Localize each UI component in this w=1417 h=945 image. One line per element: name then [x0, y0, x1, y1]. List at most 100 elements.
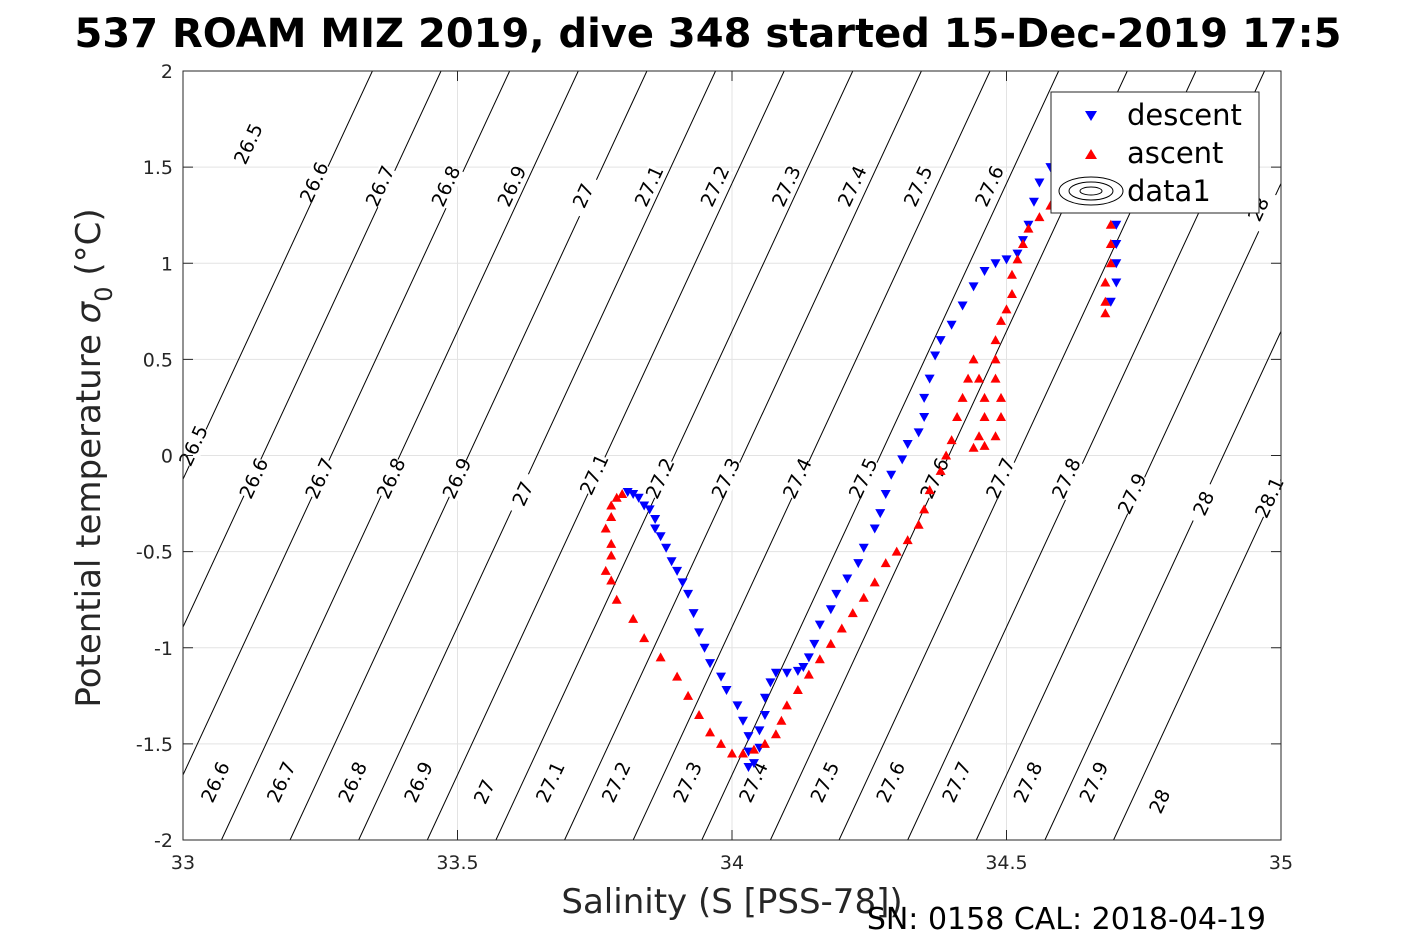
descent-point — [672, 566, 683, 576]
descent-point — [1034, 178, 1045, 188]
contour-label-background — [917, 456, 953, 501]
descent-point — [919, 393, 930, 403]
ascent-point — [1034, 212, 1045, 222]
descent-point — [842, 574, 853, 584]
ascent-point — [913, 519, 924, 529]
ascent-point — [716, 738, 727, 748]
ascent-point — [606, 550, 617, 560]
contour-label-background — [335, 759, 371, 805]
descent-point — [1111, 240, 1122, 250]
descent-point — [913, 428, 924, 438]
ascent-point — [770, 729, 781, 739]
ascent-point — [946, 435, 957, 445]
descent-point — [803, 653, 814, 663]
y-tick-label: 2 — [161, 61, 173, 83]
ascent-point — [1006, 289, 1017, 299]
contour-label-background — [769, 163, 805, 209]
descent-point — [639, 501, 650, 511]
descent-point — [798, 662, 809, 672]
descent-point — [1028, 197, 1039, 207]
ascent-point — [957, 392, 968, 402]
descent-point — [759, 711, 770, 721]
contour-label-background — [374, 456, 410, 501]
contour-label-background — [599, 759, 635, 805]
ascent-point — [611, 594, 622, 604]
contour-label-background — [363, 163, 399, 209]
ascent-point — [1006, 269, 1017, 279]
ascent-point — [1100, 296, 1111, 306]
x-axis-label: Salinity (S [PSS-78]) — [561, 882, 902, 922]
descent-point — [748, 759, 759, 769]
descent-point — [1105, 297, 1116, 307]
descent-point — [661, 543, 672, 553]
axis-ticks: 33 33.5 34 34.5 35 2 1.5 1 0.5 0 -0.5 -1 -1.5 -2 — [136, 61, 1293, 874]
contour-label-background — [632, 163, 668, 209]
y-tick-label: 1 — [161, 253, 173, 275]
ascent-point — [902, 535, 913, 545]
contour-label-background — [846, 456, 882, 501]
y-axis-label-symbol: σ — [69, 300, 109, 323]
contour-label-background — [533, 759, 569, 805]
contour-label-background — [494, 163, 530, 209]
ascent-point — [1100, 308, 1111, 318]
ascent-point — [814, 654, 825, 664]
ascent-point — [606, 538, 617, 548]
contour-label-background — [873, 759, 909, 805]
descent-point — [1111, 220, 1122, 230]
contour-label-background — [401, 759, 437, 805]
descent-point — [699, 643, 710, 653]
ascent-point — [979, 412, 990, 422]
contour-label-background — [807, 759, 843, 805]
descent-point — [886, 470, 897, 480]
ascent-point — [935, 465, 946, 475]
contour-label-background — [1115, 471, 1151, 517]
descent-point — [683, 589, 694, 599]
contour-label-background — [429, 163, 465, 209]
y-axis-label: Potential temperature σ0 (°C) — [69, 208, 118, 707]
ascent-point — [891, 546, 902, 556]
ascent-point — [1023, 223, 1034, 233]
ascent-point — [990, 373, 1001, 383]
contour-label-background — [1076, 759, 1112, 805]
ascent-point — [705, 727, 716, 737]
ascent-point — [611, 492, 622, 502]
descent-point — [825, 605, 836, 615]
descent-point — [919, 413, 930, 423]
ascent-point — [996, 392, 1007, 402]
descent-point — [694, 628, 705, 638]
ascent-point — [880, 558, 891, 568]
contour-label-background — [939, 759, 975, 805]
ascent-point — [792, 685, 803, 695]
sigma-contour-line — [220, 71, 579, 840]
ascent-point — [694, 710, 705, 720]
descent-point — [957, 301, 968, 311]
legend-descent-marker — [1085, 111, 1097, 121]
contour-label-background — [1186, 481, 1222, 526]
sigma-contour-line — [358, 71, 716, 840]
descent-point — [990, 259, 1001, 269]
ascent-point — [941, 450, 952, 460]
contour-label-background — [670, 759, 706, 805]
ascent-point — [1105, 258, 1116, 268]
contour-label-background — [236, 456, 272, 501]
ascent-point — [737, 748, 748, 758]
contour-label-background — [901, 163, 937, 209]
ascent-point — [979, 440, 990, 450]
ascent-point — [617, 488, 628, 498]
ascent-point — [974, 431, 985, 441]
y-tick-label: -2 — [154, 830, 173, 852]
legend-data1-label: data1 — [1127, 174, 1211, 208]
ascent-point — [781, 700, 792, 710]
descent-point — [743, 747, 754, 757]
contour-label-background — [972, 163, 1008, 209]
legend-ascent-label: ascent — [1127, 136, 1223, 170]
descent-point — [732, 701, 743, 711]
descent-point — [781, 668, 792, 678]
descent-point — [628, 489, 639, 499]
x-tick-label: 33 — [171, 852, 195, 874]
descent-point — [946, 320, 957, 330]
legend-descent-label: descent — [1127, 98, 1242, 132]
ascent-point — [952, 412, 963, 422]
descent-point — [902, 439, 913, 449]
